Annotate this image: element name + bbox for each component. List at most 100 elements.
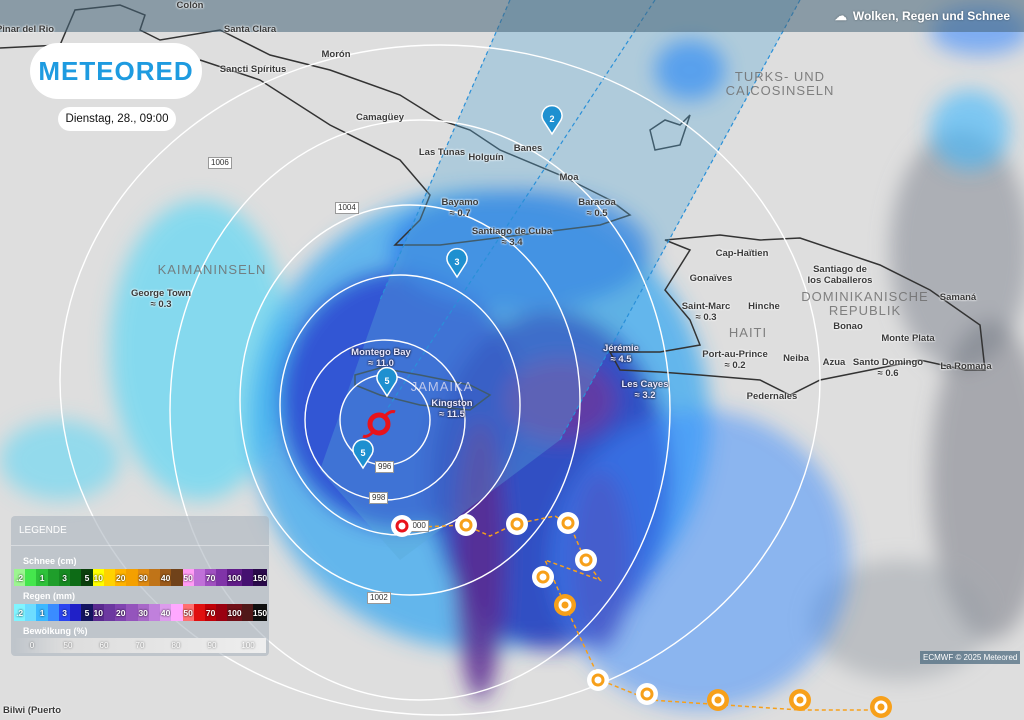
snow-scale-step: 5 xyxy=(81,569,93,586)
rain-scale-step: 70 xyxy=(204,604,217,621)
cloud-scale: 0 50 60 70 80 90 100 xyxy=(14,638,266,653)
isobar-label: 996 xyxy=(375,461,395,473)
storm-category: 3 xyxy=(454,257,459,267)
city-label: Port-au-Prince ≈ 0.2 xyxy=(702,349,768,371)
country-label: DOMINIKANISCHE REPUBLIK xyxy=(801,289,929,318)
city-label: Camagüey xyxy=(355,112,405,123)
country-label: TURKS- UND CAICOSINSELN xyxy=(725,69,835,98)
storm-pin-cat2[interactable]: 2 xyxy=(541,104,563,136)
country-label: KAIMANINSELN xyxy=(157,262,267,277)
storm-pin-cat3[interactable]: 3 xyxy=(446,247,468,279)
city-label: Baracoa ≈ 0.5 xyxy=(578,197,616,219)
city-label: Azua xyxy=(822,357,846,368)
city-label: Bonao xyxy=(833,321,863,332)
city-label: Jérémie ≈ 4.5 xyxy=(603,343,639,365)
snow-scale-step: 1 xyxy=(36,569,48,586)
forecast-date: Dienstag, 28., 09:00 xyxy=(58,107,176,131)
city-label: Santa Clara xyxy=(223,24,277,35)
snow-scale-step: 100 xyxy=(227,569,242,586)
layer-title[interactable]: ☁ Wolken, Regen und Schnee xyxy=(834,9,1010,23)
rain-scale-step: 50 xyxy=(182,604,194,621)
city-label: Pedernales xyxy=(746,391,798,402)
hurricane-forecast-red-icon[interactable] xyxy=(391,515,413,537)
hurricane-forecast-icon[interactable] xyxy=(557,512,579,534)
rain-scale-step: 3 xyxy=(58,604,71,621)
cloud-label: Bewölkung (%) xyxy=(23,626,88,636)
hurricane-forecast-icon[interactable] xyxy=(506,513,528,535)
isobar-label: 1004 xyxy=(335,202,359,214)
hurricane-forecast-icon[interactable] xyxy=(587,669,609,691)
city-label: Les Cayes ≈ 3.2 xyxy=(621,379,669,401)
cloud-scale-step: 100 xyxy=(241,641,255,650)
rain-scale-step xyxy=(47,604,59,621)
hurricane-forecast-icon[interactable] xyxy=(789,689,811,711)
country-label: JAMAIKA xyxy=(410,379,474,394)
storm-pin-cat5[interactable]: 5 xyxy=(376,366,398,398)
city-label: Santiago de Cuba ≈ 3.4 xyxy=(471,226,553,248)
city-label: Saint-Marc ≈ 0.3 xyxy=(681,301,731,323)
city-label: Cap-Haïtien xyxy=(715,248,769,259)
hurricane-forecast-icon[interactable] xyxy=(707,689,729,711)
isobar-label: 1006 xyxy=(208,157,232,169)
city-label: Sancti Spíritus xyxy=(219,64,287,75)
snow-scale-step xyxy=(25,569,37,586)
rain-scale-step: 30 xyxy=(137,604,149,621)
rain-scale-step: 5 xyxy=(81,604,93,621)
cloud-layer xyxy=(810,130,1024,680)
storm-pin-cat5[interactable]: 5 xyxy=(352,438,374,470)
hurricane-forecast-icon[interactable] xyxy=(554,594,576,616)
hurricane-forecast-icon[interactable] xyxy=(636,683,658,705)
rain-scale-step: 100 xyxy=(227,604,242,621)
cloud-scale-step: 90 xyxy=(207,641,217,650)
city-label: Morón xyxy=(321,49,351,60)
snow-scale-step: 20 xyxy=(115,569,127,586)
rain-scale-step xyxy=(148,604,161,621)
snow-scale-step: 40 xyxy=(160,569,172,586)
hurricane-forecast-icon[interactable] xyxy=(455,514,477,536)
cloud-scale-step: 70 xyxy=(135,641,145,650)
snow-label: Schnee (cm) xyxy=(23,556,77,566)
snow-scale-step: 3 xyxy=(58,569,71,586)
snow-scale-step: 30 xyxy=(137,569,149,586)
snow-scale-step: 150 xyxy=(252,569,268,586)
legend-panel: LEGENDE Schnee (cm) .2 1 3 5 10 20 30 40 50 70 100… xyxy=(11,516,269,656)
city-label: Las Tunas xyxy=(418,147,466,158)
snow-scale: .2 1 3 5 10 20 30 40 50 70 100 150 xyxy=(14,569,268,586)
city-label: Pinar del Rio xyxy=(0,24,55,35)
rain-scale-step: .2 xyxy=(14,604,26,621)
legend-title: LEGENDE xyxy=(11,516,269,546)
snow-scale-step xyxy=(241,569,253,586)
storm-category: 2 xyxy=(549,114,554,124)
hurricane-forecast-icon[interactable] xyxy=(870,696,892,718)
snow-scale-step xyxy=(47,569,59,586)
snow-scale-step: .2 xyxy=(14,569,26,586)
country-label: HAITI xyxy=(728,325,768,340)
cloud-scale-step: 80 xyxy=(171,641,181,650)
rain-scale-step xyxy=(193,604,205,621)
cloud-scale-step: 0 xyxy=(29,641,35,650)
hurricane-forecast-icon[interactable] xyxy=(575,549,597,571)
hurricane-current-icon[interactable] xyxy=(362,410,396,438)
cloud-scale-step: 50 xyxy=(63,641,73,650)
copyright: ECMWF © 2025 Meteored xyxy=(920,651,1021,664)
top-bar xyxy=(0,0,1024,32)
rain-scale-step xyxy=(103,604,116,621)
city-label: George Town ≈ 0.3 xyxy=(131,288,191,310)
rain-scale-step: 150 xyxy=(252,604,268,621)
city-label: Colón xyxy=(176,0,204,11)
city-label: Santo Domingo ≈ 0.6 xyxy=(852,357,924,379)
rain-scale-step xyxy=(70,604,82,621)
snow-scale-step: 70 xyxy=(204,569,217,586)
snow-scale-step xyxy=(126,569,138,586)
cloud-rain-icon: ☁ xyxy=(834,9,847,23)
meteored-logo[interactable]: METEORED xyxy=(30,43,202,99)
forecast-cone xyxy=(320,0,800,560)
snow-scale-step xyxy=(103,569,116,586)
hurricane-forecast-icon[interactable] xyxy=(532,566,554,588)
storm-category: 5 xyxy=(360,448,365,458)
city-label: Kingston ≈ 11.5 xyxy=(431,398,473,420)
snow-scale-step xyxy=(216,569,228,586)
city-label: Gonaïves xyxy=(689,273,733,284)
